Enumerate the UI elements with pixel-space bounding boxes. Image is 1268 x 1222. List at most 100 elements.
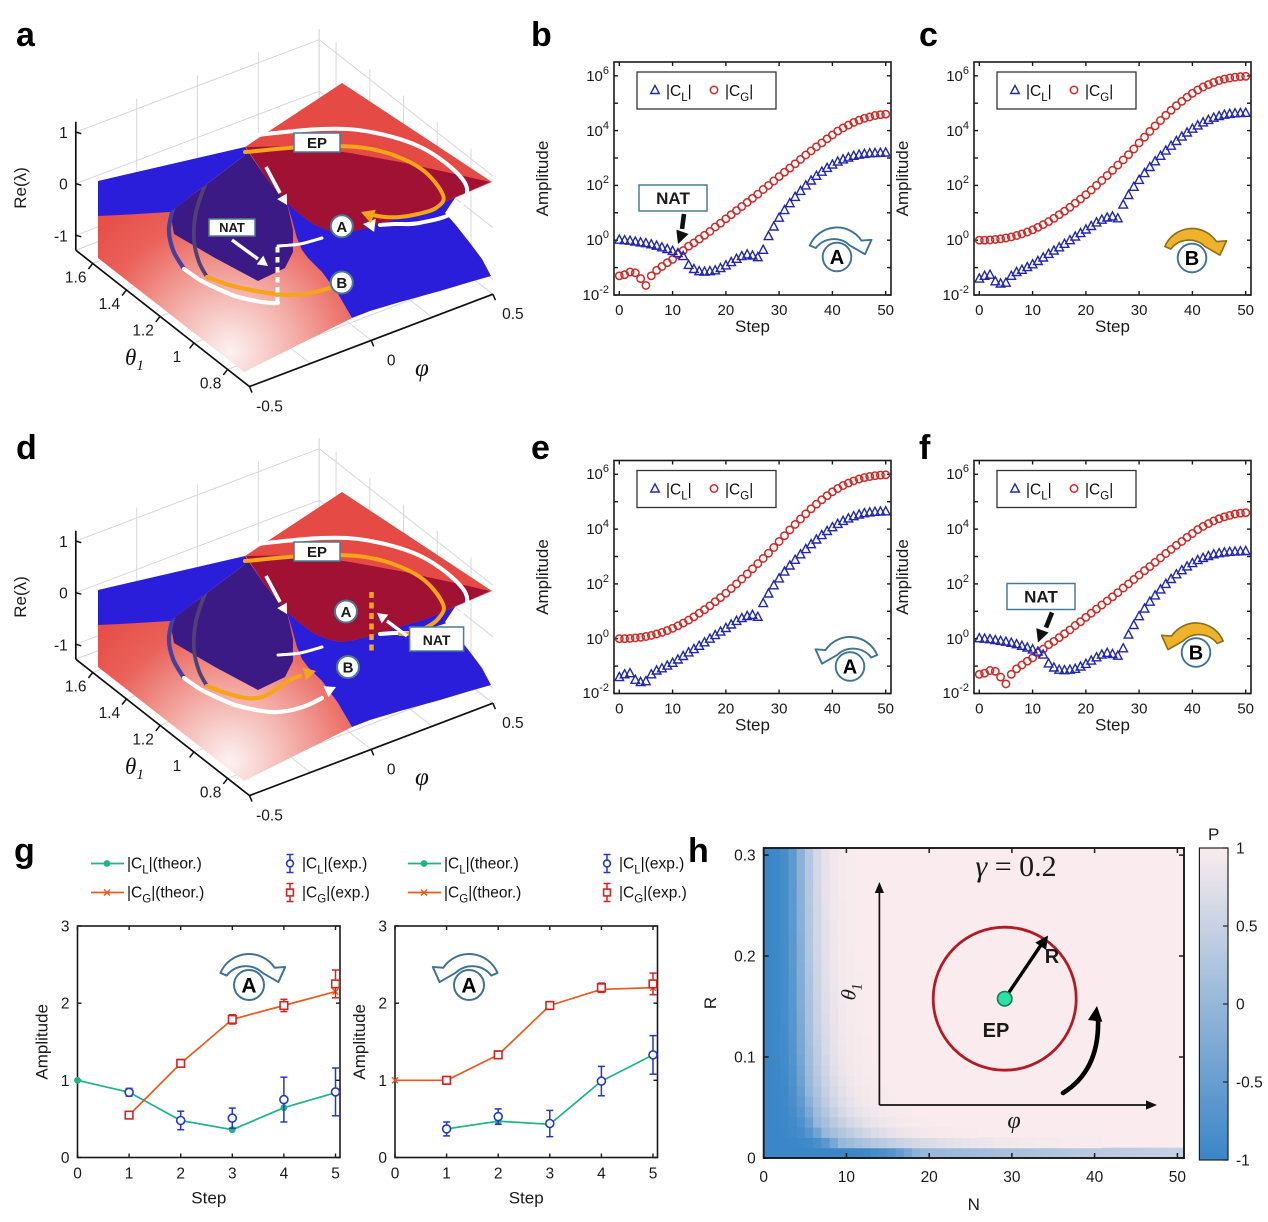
svg-text:A: A xyxy=(336,219,347,236)
svg-text:Step: Step xyxy=(191,1189,226,1208)
svg-text:Amplitude: Amplitude xyxy=(893,539,912,615)
svg-text:1: 1 xyxy=(1236,841,1245,858)
svg-text:0: 0 xyxy=(59,177,68,194)
svg-text:B: B xyxy=(1185,248,1199,270)
svg-text:50: 50 xyxy=(1169,1169,1187,1186)
svg-text:10: 10 xyxy=(664,302,681,319)
svg-text:1: 1 xyxy=(173,758,182,775)
svg-text:-1: -1 xyxy=(1236,1153,1250,1170)
svg-text:0: 0 xyxy=(391,1166,400,1183)
svg-text:40: 40 xyxy=(1086,1169,1104,1186)
svg-text:50: 50 xyxy=(877,302,894,319)
svg-text:NAT: NAT xyxy=(1024,588,1058,607)
svg-text:A: A xyxy=(843,657,857,679)
svg-text:0: 0 xyxy=(615,302,623,319)
svg-text:a: a xyxy=(16,16,36,54)
svg-text:0: 0 xyxy=(59,586,68,603)
svg-text:EP: EP xyxy=(307,544,327,561)
svg-text:1.2: 1.2 xyxy=(132,731,154,748)
svg-text:B: B xyxy=(336,275,347,292)
svg-text:50: 50 xyxy=(877,701,894,718)
svg-text:50: 50 xyxy=(1237,302,1254,319)
svg-text:b: b xyxy=(531,16,552,54)
svg-text:30: 30 xyxy=(1131,302,1148,319)
svg-text:0: 0 xyxy=(975,701,983,718)
svg-text:NAT: NAT xyxy=(656,189,690,208)
svg-text:1.6: 1.6 xyxy=(65,679,87,696)
svg-text:30: 30 xyxy=(771,302,788,319)
svg-text:0: 0 xyxy=(387,761,396,778)
svg-text:20: 20 xyxy=(1078,701,1095,718)
svg-text:A: A xyxy=(461,974,476,997)
svg-text:1: 1 xyxy=(442,1166,451,1183)
svg-text:1: 1 xyxy=(59,125,68,142)
svg-text:-0.5: -0.5 xyxy=(1236,1075,1263,1092)
svg-text:3: 3 xyxy=(545,1166,554,1183)
svg-text:0.8: 0.8 xyxy=(200,375,222,392)
svg-text:40: 40 xyxy=(824,701,841,718)
svg-text:10: 10 xyxy=(664,701,681,718)
svg-text:0: 0 xyxy=(73,1166,82,1183)
svg-text:0: 0 xyxy=(759,1169,768,1186)
svg-text:0.5: 0.5 xyxy=(502,306,524,323)
svg-text:Amplitude: Amplitude xyxy=(893,141,912,217)
svg-text:NAT: NAT xyxy=(219,220,245,235)
svg-text:30: 30 xyxy=(1003,1169,1021,1186)
svg-text:0: 0 xyxy=(387,352,396,369)
svg-text:1: 1 xyxy=(61,1073,70,1090)
svg-text:0.5: 0.5 xyxy=(1236,919,1258,936)
svg-text:0: 0 xyxy=(747,1151,756,1168)
svg-text:30: 30 xyxy=(771,701,788,718)
svg-text:40: 40 xyxy=(824,302,841,319)
svg-text:d: d xyxy=(16,429,37,467)
svg-text:θ1: θ1 xyxy=(836,981,866,1003)
svg-text:φ: φ xyxy=(415,764,429,791)
svg-text:R: R xyxy=(1045,946,1060,968)
svg-text:-0.5: -0.5 xyxy=(256,808,283,825)
svg-text:-1: -1 xyxy=(54,637,68,654)
svg-text:φ: φ xyxy=(415,355,429,382)
svg-text:EP: EP xyxy=(983,1020,1010,1042)
svg-text:Amplitude: Amplitude xyxy=(350,1004,369,1080)
svg-text:10: 10 xyxy=(838,1169,856,1186)
svg-text:5: 5 xyxy=(331,1166,340,1183)
svg-text:3: 3 xyxy=(61,919,70,936)
svg-text:5: 5 xyxy=(649,1166,658,1183)
svg-text:4: 4 xyxy=(280,1166,289,1183)
svg-text:1: 1 xyxy=(59,534,68,551)
svg-text:2: 2 xyxy=(494,1166,503,1183)
svg-text:φ: φ xyxy=(1007,1108,1020,1134)
svg-text:1.4: 1.4 xyxy=(99,705,121,722)
svg-text:c: c xyxy=(919,16,938,54)
svg-text:e: e xyxy=(531,429,550,467)
svg-text:Step: Step xyxy=(735,716,770,735)
svg-text:0.8: 0.8 xyxy=(200,784,222,801)
svg-text:3: 3 xyxy=(228,1166,237,1183)
svg-text:0.5: 0.5 xyxy=(502,715,524,732)
svg-text:1.6: 1.6 xyxy=(65,270,87,287)
svg-text:γ = 0.2: γ = 0.2 xyxy=(975,850,1056,883)
svg-text:Step: Step xyxy=(509,1189,544,1208)
svg-text:h: h xyxy=(688,832,709,870)
svg-text:4: 4 xyxy=(597,1166,606,1183)
svg-text:1: 1 xyxy=(125,1166,134,1183)
svg-text:NAT: NAT xyxy=(423,632,451,648)
svg-text:Re(λ): Re(λ) xyxy=(11,576,30,618)
svg-text:40: 40 xyxy=(1184,701,1201,718)
svg-text:Step: Step xyxy=(1095,317,1130,336)
svg-text:20: 20 xyxy=(921,1169,939,1186)
svg-text:0: 0 xyxy=(615,701,623,718)
svg-text:2: 2 xyxy=(61,996,70,1013)
svg-text:Amplitude: Amplitude xyxy=(33,1004,52,1080)
svg-text:1.2: 1.2 xyxy=(132,322,154,339)
svg-text:0: 0 xyxy=(1236,997,1245,1014)
svg-text:N: N xyxy=(968,1195,980,1214)
svg-text:10: 10 xyxy=(1024,302,1041,319)
svg-text:Amplitude: Amplitude xyxy=(533,141,552,217)
svg-text:-0.5: -0.5 xyxy=(256,399,283,416)
svg-text:0.2: 0.2 xyxy=(734,949,756,966)
svg-text:B: B xyxy=(343,660,354,677)
svg-text:30: 30 xyxy=(1131,701,1148,718)
svg-text:1: 1 xyxy=(378,1073,387,1090)
svg-text:20: 20 xyxy=(1078,302,1095,319)
